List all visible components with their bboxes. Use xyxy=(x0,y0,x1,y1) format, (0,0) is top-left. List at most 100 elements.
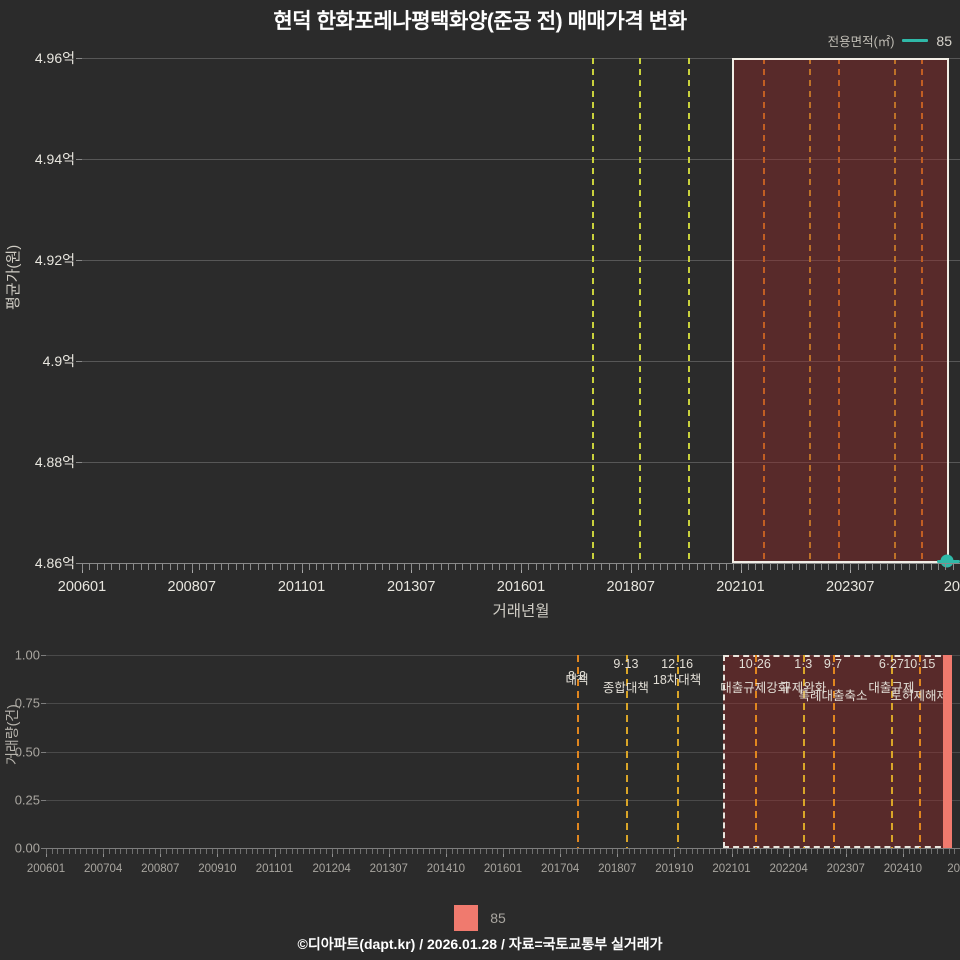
x-minor-tick xyxy=(184,564,186,570)
x-tick-label: 202307 xyxy=(826,579,875,595)
x-minor-tick xyxy=(725,849,727,854)
x-minor-tick xyxy=(103,849,105,854)
x-minor-tick xyxy=(577,849,579,854)
x-minor-tick xyxy=(286,564,288,570)
x-minor-tick xyxy=(131,849,133,854)
x-minor-tick xyxy=(740,564,742,570)
x-minor-tick xyxy=(469,564,471,570)
x-minor-tick xyxy=(451,849,453,854)
x-minor-tick xyxy=(799,564,801,570)
policy-date-label: 12·16 xyxy=(661,657,694,671)
x-minor-tick xyxy=(550,564,552,570)
policy-line xyxy=(677,655,680,848)
x-minor-tick xyxy=(474,849,476,854)
x-minor-tick xyxy=(445,849,447,854)
price-data-point[interactable] xyxy=(940,554,954,568)
x-minor-tick xyxy=(762,564,764,570)
x-minor-tick xyxy=(638,564,640,570)
x-minor-tick xyxy=(771,849,773,854)
x-minor-tick xyxy=(114,849,116,854)
x-minor-tick xyxy=(681,564,683,570)
x-minor-tick xyxy=(205,849,207,854)
x-minor-tick xyxy=(714,849,716,854)
x-minor-tick xyxy=(937,849,939,854)
x-minor-tick xyxy=(434,849,436,854)
x-minor-tick xyxy=(862,849,864,854)
x-minor-tick xyxy=(165,849,167,854)
policy-date-label: 9·7 xyxy=(823,657,842,671)
x-minor-tick xyxy=(171,849,173,854)
x-minor-tick xyxy=(651,849,653,854)
x-minor-tick xyxy=(85,849,87,854)
volume-x-axis xyxy=(46,848,960,849)
x-minor-tick xyxy=(600,849,602,854)
x-minor-tick xyxy=(51,849,53,854)
x-tick-label: 201601 xyxy=(483,863,523,875)
x-minor-tick xyxy=(851,849,853,854)
x-tick-label: 200807 xyxy=(167,579,216,595)
policy-name-label: 대책 xyxy=(565,673,589,687)
y-tick-label: 4.96억 xyxy=(34,50,75,66)
x-minor-tick xyxy=(520,849,522,854)
x-minor-tick xyxy=(769,564,771,570)
x-minor-tick xyxy=(535,564,537,570)
policy-line xyxy=(803,655,806,848)
x-minor-tick xyxy=(513,564,515,570)
x-minor-tick xyxy=(455,564,457,570)
x-minor-tick xyxy=(864,564,866,570)
x-minor-tick xyxy=(696,564,698,570)
x-minor-tick xyxy=(601,564,603,570)
x-minor-tick xyxy=(491,849,493,854)
x-minor-tick xyxy=(440,849,442,854)
x-minor-tick xyxy=(251,849,253,854)
x-tick-label: 201601 xyxy=(496,579,546,595)
price-y-axis-label: 평균가(원) xyxy=(5,244,22,310)
x-minor-tick xyxy=(485,849,487,854)
x-minor-tick xyxy=(617,849,619,854)
y-tick-label: 4.94억 xyxy=(34,151,75,167)
x-minor-tick xyxy=(674,849,676,854)
x-minor-tick xyxy=(703,564,705,570)
x-minor-tick xyxy=(360,564,362,570)
policy-line xyxy=(832,655,835,848)
x-minor-tick xyxy=(396,564,398,570)
x-minor-tick xyxy=(343,849,345,854)
y-tick-label: 4.86억 xyxy=(34,555,75,571)
x-minor-tick xyxy=(103,564,105,570)
legend-top: 전용면적(㎡) 85 xyxy=(828,31,952,50)
gridline xyxy=(82,260,960,261)
x-minor-tick xyxy=(411,849,413,854)
x-minor-tick xyxy=(199,564,201,570)
x-minor-tick xyxy=(784,564,786,570)
x-minor-tick xyxy=(748,849,750,854)
x-minor-tick xyxy=(108,849,110,854)
x-tick-label: 201807 xyxy=(606,579,655,595)
x-minor-tick xyxy=(120,849,122,854)
volume-bar[interactable] xyxy=(943,655,953,848)
x-tick-label: 200910 xyxy=(198,863,237,875)
policy-line xyxy=(625,655,628,848)
x-minor-tick xyxy=(718,564,720,570)
policy-line xyxy=(891,655,894,848)
x-minor-tick xyxy=(542,849,544,854)
x-minor-tick xyxy=(652,564,654,570)
x-minor-tick xyxy=(582,849,584,854)
x-minor-tick xyxy=(191,564,193,570)
x-minor-tick xyxy=(206,564,208,570)
x-minor-tick xyxy=(457,849,459,854)
x-minor-tick xyxy=(337,849,339,854)
x-minor-tick xyxy=(731,849,733,854)
x-minor-tick xyxy=(80,849,82,854)
x-minor-tick xyxy=(417,849,419,854)
x-minor-tick xyxy=(162,564,164,570)
x-minor-tick xyxy=(352,564,354,570)
x-minor-tick xyxy=(118,564,120,570)
x-minor-tick xyxy=(640,849,642,854)
policy-line xyxy=(577,655,580,848)
x-minor-tick xyxy=(63,849,65,854)
x-minor-tick xyxy=(125,564,127,570)
x-minor-tick xyxy=(188,849,190,854)
x-minor-tick xyxy=(586,564,588,570)
x-minor-tick xyxy=(805,849,807,854)
policy-date-label: 1·3 xyxy=(794,657,813,671)
